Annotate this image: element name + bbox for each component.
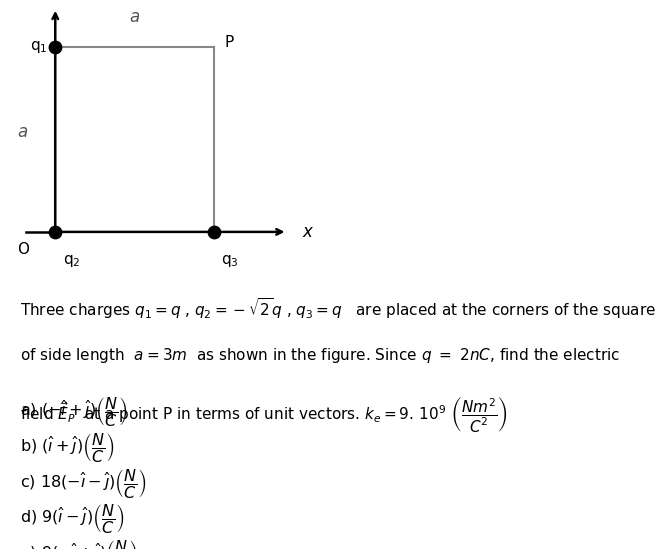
Text: b) $(\hat{\imath} + \hat{\jmath})\left(\dfrac{N}{C}\right)$: b) $(\hat{\imath} + \hat{\jmath})\left(\… [20, 431, 115, 464]
Point [50, 43, 60, 52]
Point [50, 227, 60, 236]
Text: x: x [302, 223, 312, 241]
Text: P: P [225, 35, 234, 49]
Text: q$_2$: q$_2$ [63, 253, 80, 269]
Text: q$_3$: q$_3$ [221, 253, 239, 269]
Text: field $\vec{E}_P$  at a point P in terms of unit vectors. $k_e = 9{.}\,10^9$ $\l: field $\vec{E}_P$ at a point P in terms … [20, 395, 507, 434]
Point [208, 227, 219, 236]
Text: a: a [17, 123, 27, 141]
Text: q$_1$: q$_1$ [30, 40, 48, 55]
Text: O: O [17, 243, 29, 257]
Text: e) $9(-\hat{\imath} + \hat{\jmath})\left(\dfrac{N}{C}\right)$: e) $9(-\hat{\imath} + \hat{\jmath})\left… [20, 538, 138, 549]
Text: a: a [129, 8, 139, 26]
Text: c) $18(-\hat{\imath} - \hat{\jmath})\left(\dfrac{N}{C}\right)$: c) $18(-\hat{\imath} - \hat{\jmath})\lef… [20, 467, 147, 500]
Text: d) $9(\hat{\imath} - \hat{\jmath})\left(\dfrac{N}{C}\right)$: d) $9(\hat{\imath} - \hat{\jmath})\left(… [20, 502, 125, 535]
Text: Three charges $q_1 = q$ , $q_2 = -\sqrt{2}q$ , $q_3 = q$   are placed at the cor: Three charges $q_1 = q$ , $q_2 = -\sqrt{… [20, 296, 656, 321]
Text: of side length  $a = 3m$  as shown in the figure. Since $q \ =\ 2nC$, find the e: of side length $a = 3m$ as shown in the … [20, 346, 620, 365]
Text: a) $(-\hat{\imath} + \hat{\jmath})\left(\dfrac{N}{C}\right)$: a) $(-\hat{\imath} + \hat{\jmath})\left(… [20, 395, 127, 428]
